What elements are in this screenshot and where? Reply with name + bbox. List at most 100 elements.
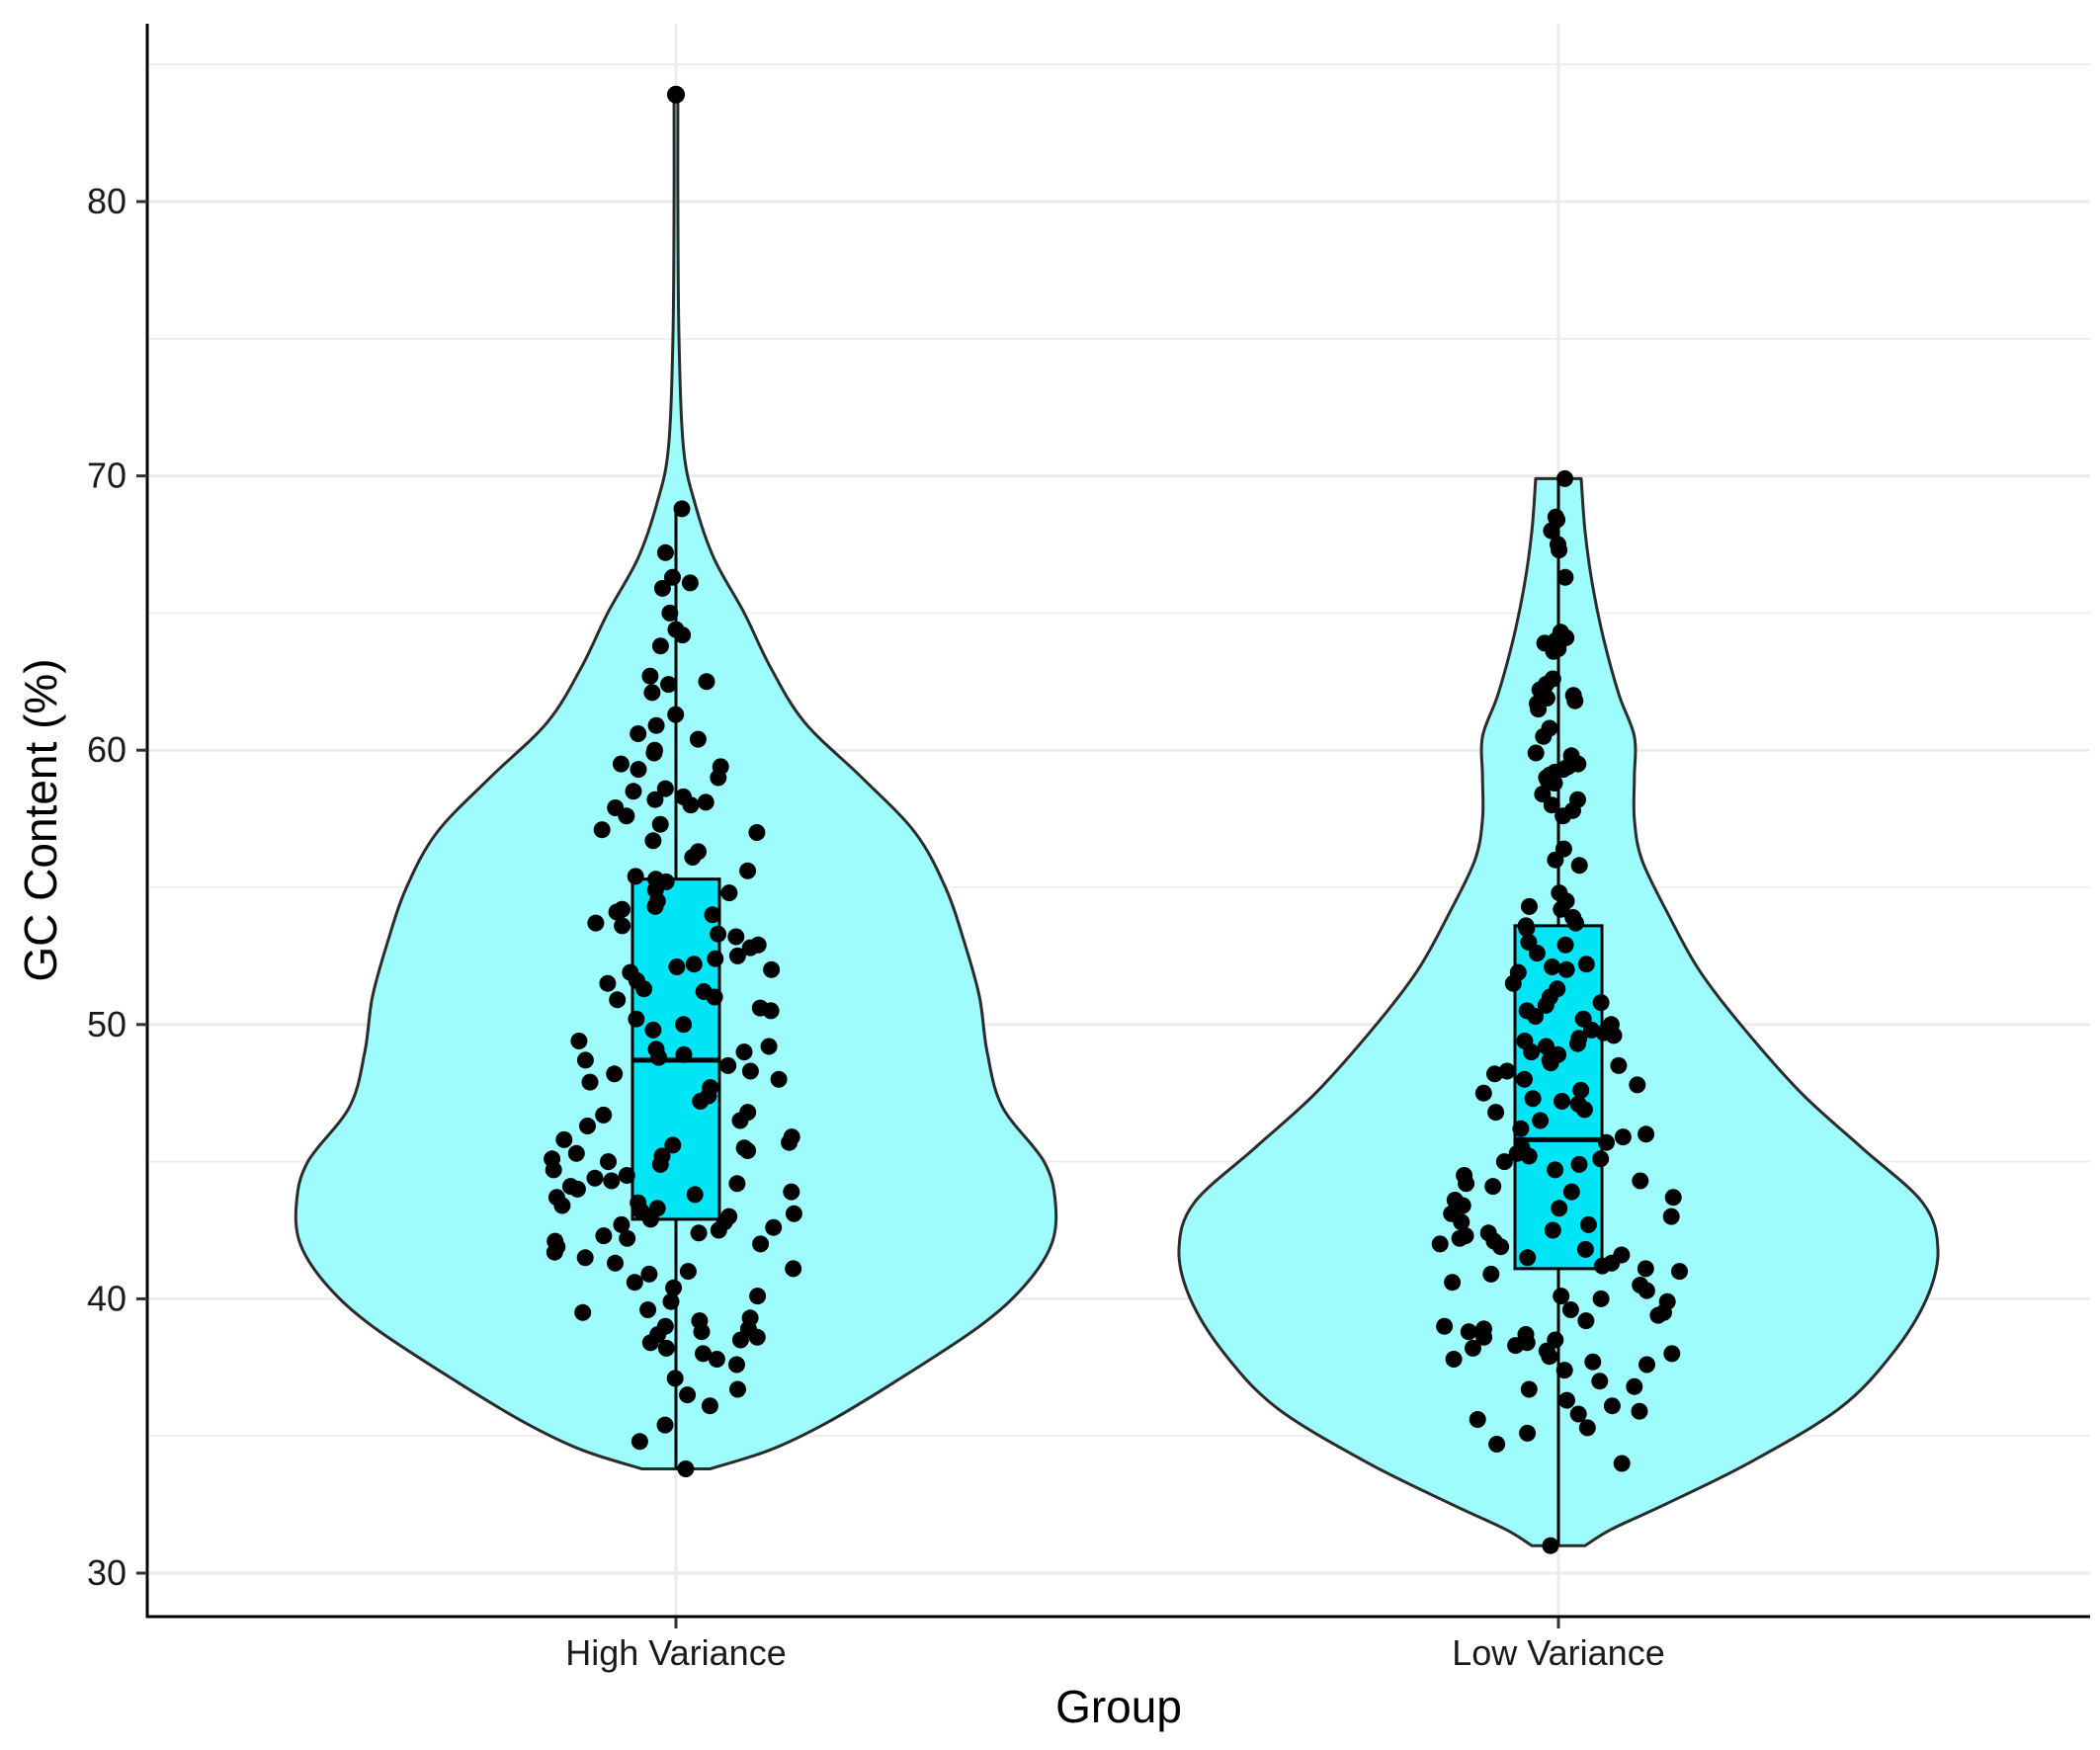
- data-point: [613, 1215, 630, 1233]
- data-point: [760, 1038, 778, 1055]
- data-point: [1575, 1101, 1593, 1119]
- data-point: [1570, 857, 1588, 875]
- y-axis-title: GC Content (%): [15, 658, 66, 981]
- data-point: [553, 1197, 571, 1214]
- data-point: [1577, 1312, 1595, 1330]
- data-point: [619, 1229, 636, 1247]
- data-point: [1436, 1317, 1454, 1335]
- data-point: [661, 604, 679, 622]
- data-point: [1598, 1133, 1615, 1151]
- data-point: [706, 988, 723, 1006]
- data-point: [1520, 1147, 1538, 1165]
- data-point: [606, 1065, 624, 1083]
- data-point: [1592, 994, 1610, 1012]
- data-point: [630, 761, 647, 779]
- data-point: [682, 796, 700, 814]
- data-point: [1547, 851, 1564, 869]
- data-point: [728, 947, 746, 964]
- data-point: [656, 543, 674, 561]
- data-point: [1610, 1056, 1628, 1074]
- data-point: [781, 1133, 798, 1151]
- data-point: [640, 1265, 658, 1283]
- data-point: [685, 956, 703, 973]
- data-point: [1632, 1172, 1649, 1190]
- data-point: [1592, 1150, 1610, 1168]
- data-point: [546, 1243, 563, 1261]
- x-axis-ticks: High Variance Low Variance: [565, 1618, 1665, 1673]
- y-tick-label: 40: [87, 1278, 126, 1318]
- data-point: [1524, 1090, 1542, 1108]
- data-point: [695, 1345, 712, 1363]
- data-point: [785, 1205, 802, 1222]
- data-point: [639, 1301, 657, 1318]
- data-point: [656, 780, 674, 797]
- data-point: [600, 1153, 617, 1171]
- data-point: [635, 980, 653, 998]
- data-point: [643, 684, 661, 702]
- data-point: [748, 1328, 766, 1346]
- data-point: [1572, 1081, 1590, 1099]
- data-point: [1486, 1065, 1503, 1083]
- data-point: [1551, 542, 1568, 559]
- data-point: [1558, 1391, 1575, 1409]
- data-point: [1535, 727, 1553, 745]
- data-point: [783, 1183, 800, 1201]
- y-tick-label: 50: [87, 1004, 126, 1044]
- data-point: [668, 86, 685, 104]
- data-point: [664, 568, 681, 586]
- data-point: [731, 1331, 749, 1349]
- data-point: [618, 807, 635, 825]
- data-point: [641, 667, 659, 685]
- data-point: [1523, 1043, 1541, 1061]
- data-point: [1519, 1249, 1537, 1267]
- data-point: [618, 1167, 635, 1184]
- data-point: [1547, 1161, 1564, 1179]
- data-point: [749, 1288, 767, 1305]
- data-point: [568, 1180, 586, 1198]
- data-point: [647, 716, 665, 734]
- x-tick-label: Low Variance: [1452, 1632, 1664, 1673]
- data-point: [603, 1172, 621, 1190]
- data-point: [1629, 1076, 1646, 1094]
- data-point: [1555, 1362, 1573, 1379]
- data-point: [1556, 568, 1574, 586]
- data-point: [614, 917, 631, 935]
- y-tick-label: 30: [87, 1552, 126, 1593]
- axes: [145, 24, 2090, 1619]
- data-point: [1528, 945, 1546, 962]
- data-point: [576, 1051, 594, 1069]
- data-point: [739, 1142, 757, 1159]
- data-point: [704, 906, 721, 924]
- data-point: [576, 1249, 594, 1267]
- y-tick-label: 60: [87, 729, 126, 770]
- data-point: [628, 1010, 645, 1028]
- data-point: [684, 849, 702, 866]
- data-point: [1561, 1301, 1579, 1318]
- data-point: [735, 1043, 753, 1061]
- data-point: [710, 769, 727, 787]
- data-point: [698, 673, 715, 691]
- data-point: [1551, 1200, 1568, 1217]
- data-point: [1527, 1008, 1545, 1025]
- data-point: [1569, 1035, 1586, 1052]
- data-point: [1460, 1323, 1477, 1341]
- data-point: [1626, 1377, 1643, 1395]
- data-point: [645, 744, 663, 762]
- data-point: [609, 991, 627, 1009]
- data-point: [656, 1416, 674, 1434]
- box-iqr: [630, 877, 721, 1221]
- data-point: [692, 1093, 710, 1110]
- data-point: [719, 1056, 737, 1074]
- data-point: [1530, 701, 1548, 718]
- data-point: [1638, 1125, 1655, 1143]
- data-point: [626, 1274, 643, 1292]
- data-point: [1469, 1411, 1486, 1428]
- data-point: [1507, 1337, 1525, 1355]
- data-point: [650, 1048, 668, 1066]
- data-point: [697, 793, 714, 811]
- data-point: [1545, 642, 1562, 660]
- data-point: [1544, 1221, 1561, 1239]
- data-point: [1638, 1282, 1655, 1299]
- data-point: [1504, 974, 1522, 992]
